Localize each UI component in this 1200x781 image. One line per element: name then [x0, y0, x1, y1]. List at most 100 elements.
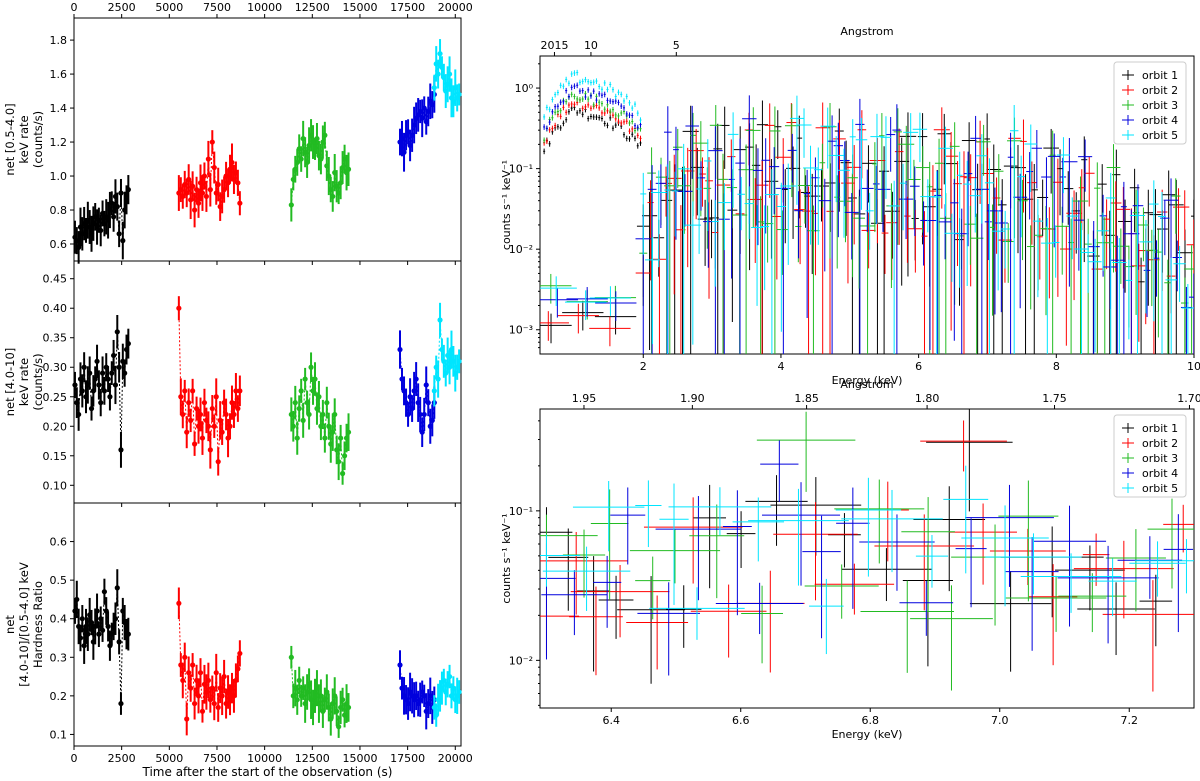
data-point — [118, 447, 124, 453]
zoom-series-1 — [540, 409, 1173, 684]
data-point — [99, 370, 106, 376]
light-curve-series-2 — [176, 130, 243, 228]
top-axis-title: Angstrom — [840, 378, 893, 391]
data-point — [401, 149, 407, 155]
data-point — [415, 700, 421, 707]
data-point — [419, 429, 425, 435]
data-point — [122, 619, 128, 626]
y-tick-label: 0.4 — [50, 613, 68, 626]
data-point — [401, 693, 407, 699]
y-tick-label: 0.15 — [43, 450, 68, 463]
data-point — [74, 596, 80, 603]
data-point — [316, 700, 322, 707]
spectrum-panel-1: 2 4 6 8 10 10⁻³ 10⁻² 10⁻¹ 10⁰ 2015 10 5 Angstrom Ener… — [500, 25, 1200, 387]
data-point — [450, 98, 456, 104]
data-point — [81, 364, 87, 370]
data-point — [79, 388, 85, 394]
data-point — [88, 405, 95, 412]
data-point — [76, 244, 82, 251]
data-point — [207, 447, 213, 453]
data-point — [217, 685, 223, 691]
x-tick-label: 5000 — [155, 752, 183, 765]
data-point — [340, 164, 346, 171]
data-point — [423, 382, 429, 388]
data-point — [405, 129, 411, 135]
light-curve-series-4 — [397, 650, 437, 730]
data-point — [407, 394, 413, 400]
y-tick-label: 1.2 — [50, 136, 68, 149]
data-point — [227, 423, 233, 429]
data-point — [431, 85, 437, 91]
data-point — [423, 708, 429, 714]
data-point — [345, 166, 352, 172]
data-point — [188, 417, 194, 423]
data-point — [401, 388, 407, 394]
data-point — [90, 221, 96, 227]
data-point — [454, 693, 460, 699]
data-point — [314, 405, 320, 412]
data-point — [338, 704, 344, 711]
top-tick-label: 1.70 — [1177, 392, 1200, 405]
top-tick-label: 2015 — [540, 39, 568, 52]
data-point — [233, 170, 239, 176]
data-point — [237, 388, 243, 394]
series-line — [74, 189, 129, 248]
data-point — [221, 400, 227, 406]
data-point — [223, 173, 229, 179]
data-point — [326, 423, 332, 429]
data-point — [318, 423, 324, 429]
data-point — [450, 358, 456, 364]
zoom-series-2 — [540, 420, 1194, 692]
data-point — [180, 677, 186, 684]
data-point — [332, 411, 338, 418]
data-point — [233, 677, 239, 684]
data-point — [326, 704, 332, 711]
data-point — [96, 217, 102, 223]
data-point — [178, 187, 184, 193]
data-point — [211, 700, 217, 707]
data-point — [199, 435, 206, 441]
data-point — [338, 180, 344, 186]
data-point — [304, 159, 310, 166]
data-point — [213, 670, 219, 676]
top-x-tick-label: 20000 — [438, 1, 473, 14]
x-tick-label: 2 — [640, 360, 647, 373]
top-x-tick-label: 2500 — [108, 1, 136, 14]
data-point — [306, 411, 312, 418]
data-point — [112, 382, 119, 388]
x-tick-label: 4 — [777, 360, 784, 373]
data-point — [429, 102, 435, 108]
data-point — [446, 364, 453, 370]
plot-frame — [73, 502, 462, 747]
x-tick-label: 12500 — [295, 752, 330, 765]
data-point — [302, 149, 308, 155]
data-point — [448, 693, 455, 699]
y-axis-label: (counts/s) — [31, 353, 45, 410]
data-point — [399, 376, 405, 382]
legend-label: orbit 4 — [1142, 114, 1178, 127]
data-point — [109, 631, 115, 637]
data-point — [411, 122, 417, 128]
data-point — [417, 697, 423, 703]
data-point — [99, 627, 106, 633]
data-point — [81, 643, 87, 649]
data-point — [83, 227, 89, 234]
top-tick-label: 1.75 — [1042, 392, 1067, 405]
data-point — [330, 700, 336, 707]
data-point — [182, 181, 188, 188]
data-point — [304, 689, 310, 695]
data-point — [443, 370, 449, 376]
light-curve-series-1 — [72, 315, 131, 468]
data-point — [294, 435, 300, 441]
data-point — [427, 693, 433, 699]
data-point — [197, 411, 204, 418]
data-point — [443, 689, 449, 695]
data-point — [114, 329, 120, 335]
data-point — [101, 221, 108, 227]
legend-label: orbit 4 — [1142, 467, 1178, 480]
data-point — [409, 405, 415, 412]
data-point — [318, 693, 324, 699]
data-point — [227, 166, 233, 172]
data-point — [191, 441, 198, 447]
y-tick-label: 10⁻² — [509, 243, 533, 256]
